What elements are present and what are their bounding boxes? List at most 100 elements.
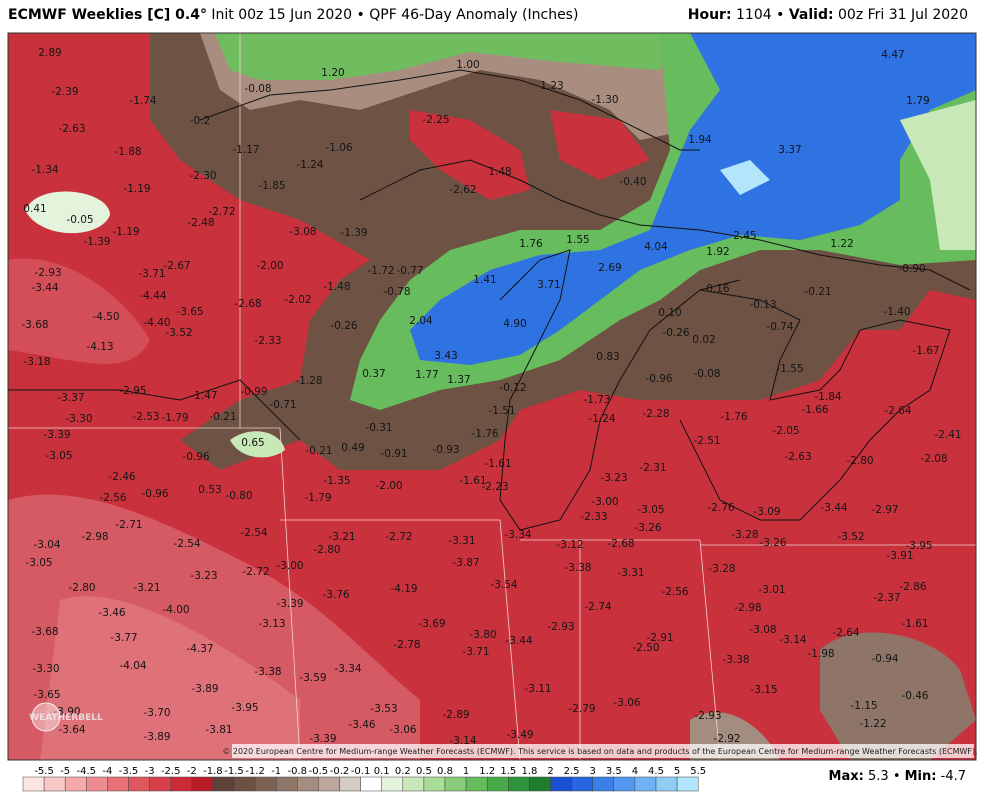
colorbar-swatch [444, 776, 467, 792]
map-value: -3.44 [820, 502, 847, 514]
map-value: -0.74 [766, 321, 793, 333]
product: QPF 46-Day Anomaly (Inches) [369, 7, 579, 23]
colorbar-tick: 3 [590, 766, 596, 777]
map-value: 0.41 [23, 203, 46, 215]
map-value: -0.94 [871, 653, 898, 665]
map-value: -0.77 [396, 265, 423, 277]
colorbar-tick: -1.2 [245, 766, 265, 777]
map-value: -2.64 [832, 627, 859, 639]
colorbar-tick: -0.2 [330, 766, 350, 777]
map-value: -2.63 [58, 123, 85, 135]
colorbar-tick: -2.5 [161, 766, 181, 777]
map-value: -2.80 [68, 582, 95, 594]
map-value: -2.33 [254, 335, 281, 347]
map-value: -3.06 [389, 724, 416, 736]
field-green [215, 33, 680, 80]
map-value: -0.80 [225, 490, 252, 502]
colorbar-swatch [486, 776, 509, 792]
map-value: -3.46 [98, 607, 125, 619]
map-value: -1.24 [296, 159, 323, 171]
colorbar-tick: -5.5 [34, 766, 54, 777]
map-value: 2.69 [598, 262, 621, 274]
map-value: -0.46 [901, 690, 928, 702]
map-value: -3.95 [231, 702, 258, 714]
map-value: -3.05 [25, 557, 52, 569]
map-value: -0.31 [365, 422, 392, 434]
map-value: 1.48 [488, 166, 511, 178]
map-value: -3.37 [57, 392, 84, 404]
map-value: -0.99 [240, 386, 267, 398]
map-value: -0.71 [269, 399, 296, 411]
colorbar-tick: 2 [547, 766, 553, 777]
map-value: -2.93 [547, 621, 574, 633]
max-label: Max: [828, 769, 864, 784]
map-value: -0.05 [66, 214, 93, 226]
map-value: -3.21 [133, 582, 160, 594]
map-value: -1.35 [323, 475, 350, 487]
map-value: -3.30 [65, 413, 92, 425]
map-value: -3.23 [600, 472, 627, 484]
map-value: 1.79 [906, 95, 929, 107]
colorbar-swatch [465, 776, 488, 792]
map-value: 0.37 [362, 368, 385, 380]
map-value: -1.55 [776, 363, 803, 375]
map-value: -2.72 [242, 566, 269, 578]
coast [359, 159, 971, 291]
map-value: -3.00 [591, 496, 618, 508]
field-green-light [25, 191, 110, 234]
header-right: Hour: 1104 • Valid: 00z Fri 31 Jul 2020 [688, 7, 968, 23]
map-value: -2.86 [899, 581, 926, 593]
map-value: -2.98 [81, 531, 108, 543]
colorbar-tick: 0.2 [395, 766, 411, 777]
map-value: -3.68 [21, 319, 48, 331]
map-value: -0.26 [330, 320, 357, 332]
map-value: -2.51 [693, 435, 720, 447]
colorbar-tick: 1.2 [479, 766, 495, 777]
map-value: 1.41 [473, 274, 496, 286]
map-value: -2.28 [642, 408, 669, 420]
map-value: -3.31 [617, 567, 644, 579]
map-value: -2.80 [313, 544, 340, 556]
map-value: 1.94 [688, 134, 712, 146]
map-value: -1.98 [807, 648, 834, 660]
colorbar-tick: -1.5 [224, 766, 244, 777]
colorbar-swatch [297, 776, 319, 792]
map-value: -3.81 [205, 724, 232, 736]
map-value: -2.68 [234, 298, 261, 310]
map-value: -2.93 [34, 267, 61, 279]
map-value: -0.90 [898, 263, 925, 275]
map-value: -1.30 [591, 94, 618, 106]
map-value: -1.19 [112, 226, 139, 238]
map-value: 3.37 [778, 144, 801, 156]
map-value: -2.46 [108, 471, 135, 483]
map-value: 2.45 [733, 230, 756, 242]
map-value: -2.53 [132, 411, 159, 423]
map-value: -2.02 [284, 294, 311, 306]
map-value: -1.47 [190, 390, 217, 402]
map-value: -3.28 [708, 563, 735, 575]
map-value: -2.76 [707, 502, 734, 514]
map-value: -1.74 [129, 95, 156, 107]
map-value: -3.89 [143, 731, 170, 743]
map-value: -2.80 [846, 455, 873, 467]
map-value: -3.80 [469, 629, 496, 641]
map-value: -2.33 [580, 511, 607, 523]
field-light [8, 258, 150, 364]
map-value: -0.40 [619, 176, 646, 188]
map-value: -1.76 [471, 428, 498, 440]
map-value: -0.96 [645, 373, 672, 385]
map-value: -1.79 [161, 412, 188, 424]
map-value: -1.39 [83, 236, 110, 248]
colorbar-swatch [43, 776, 66, 792]
map-value: -3.05 [45, 450, 72, 462]
map-value: 1.00 [456, 59, 479, 71]
map-value: -3.59 [299, 672, 326, 684]
map-value: -3.70 [143, 707, 170, 719]
map-value: -3.30 [32, 663, 59, 675]
map-value: -2.68 [607, 538, 634, 550]
map-value: 0.53 [198, 484, 221, 496]
map-value: -2.56 [661, 586, 688, 598]
map-value: -1.39 [340, 227, 367, 239]
map-value: -3.38 [722, 654, 749, 666]
map-value: -2.89 [442, 709, 469, 721]
